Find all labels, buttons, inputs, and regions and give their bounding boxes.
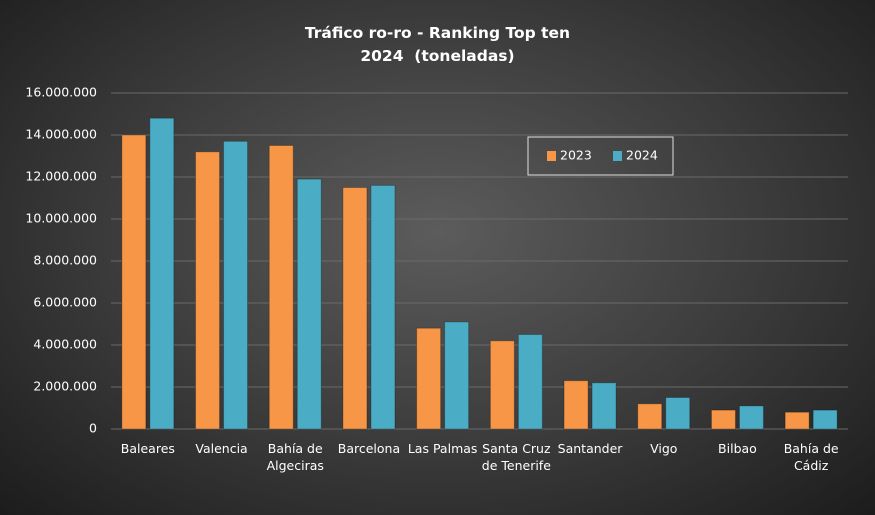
bar	[121, 134, 147, 430]
bar	[489, 340, 515, 430]
bar	[342, 187, 368, 430]
bar	[665, 397, 691, 430]
bar	[710, 409, 736, 430]
y-tick-label: 2.000.000	[33, 379, 97, 394]
bar	[591, 382, 617, 430]
y-tick-label: 8.000.000	[33, 253, 97, 268]
bar	[812, 409, 838, 430]
x-tick-label: Valencia	[195, 441, 248, 456]
bar	[195, 151, 221, 430]
legend-swatch	[613, 151, 622, 161]
bar	[296, 178, 322, 430]
y-tick-label: 12.000.000	[25, 169, 97, 184]
y-tick-label: 10.000.000	[25, 211, 97, 226]
bar	[637, 403, 663, 430]
x-tick-label: Bilbao	[718, 441, 757, 456]
x-tick-label: Santander	[557, 441, 623, 456]
bar	[738, 405, 764, 430]
x-tick-label: Bahía de Cádiz	[783, 441, 839, 473]
legend-label: 2024	[626, 148, 658, 163]
bar	[149, 117, 175, 430]
legend-box	[527, 136, 674, 176]
x-tick-label: Las Palmas	[407, 441, 478, 456]
bar	[268, 145, 294, 430]
bar	[370, 184, 396, 430]
legend-label: 2023	[560, 148, 592, 163]
y-tick-label: 0	[89, 421, 97, 436]
x-tick-label: Baleares	[120, 441, 175, 456]
y-tick-label: 6.000.000	[33, 295, 97, 310]
bar	[416, 327, 442, 430]
x-tick-label: Santa Cruz de Tenerife	[481, 441, 551, 473]
chart-title: 2024 (toneladas)	[360, 47, 515, 65]
bar	[223, 140, 249, 430]
x-tick-label: Barcelona	[337, 441, 401, 456]
bar	[784, 411, 810, 430]
y-tick-label: 14.000.000	[25, 127, 97, 142]
x-tick-label: Bahía de Algeciras	[266, 441, 324, 473]
y-tick-label: 16.000.000	[25, 85, 97, 100]
bar	[563, 380, 589, 430]
x-tick-label: Vigo	[650, 441, 678, 456]
y-tick-label: 4.000.000	[33, 337, 97, 352]
chart-title: Tráfico ro-ro - Ranking Top ten	[304, 24, 571, 42]
legend-swatch	[547, 151, 556, 161]
bar	[517, 334, 543, 430]
bar	[444, 321, 470, 430]
